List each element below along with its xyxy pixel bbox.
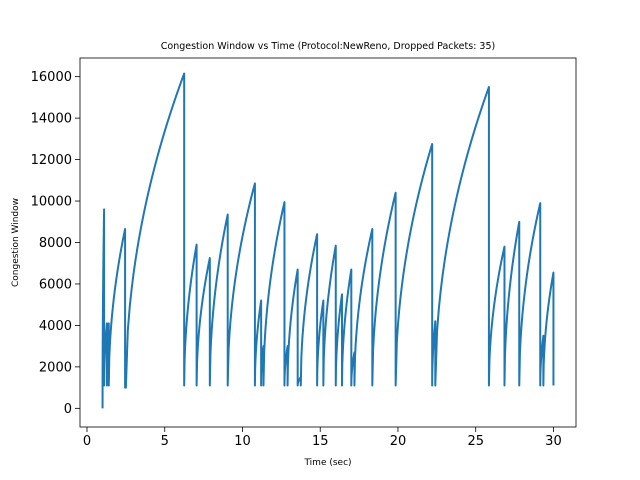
plot-area [79, 57, 577, 428]
plot-frame [79, 57, 577, 428]
x-tick-label: 25 [467, 434, 484, 449]
y-axis-ticks: 0 2000 4000 6000 8000 10000 12000 14000 16000 [31, 70, 80, 417]
y-tick-label: 8000 [39, 236, 72, 251]
x-tick-label: 15 [312, 434, 329, 449]
y-tick-label: 4000 [39, 319, 72, 334]
y-axis-label: Congestion Window [11, 198, 21, 287]
y-tick-label: 12000 [31, 153, 72, 168]
x-tick-label: 30 [545, 434, 562, 449]
x-tick-label: 20 [390, 434, 407, 449]
y-tick-label: 0 [64, 402, 72, 417]
y-tick-label: 14000 [31, 112, 72, 127]
y-tick-label: 6000 [39, 277, 72, 292]
y-tick-label: 10000 [31, 195, 72, 210]
chart-title: Congestion Window vs Time (Protocol:NewR… [161, 41, 495, 52]
y-tick-label: 2000 [39, 360, 72, 375]
x-tick-label: 5 [161, 434, 169, 449]
y-tick-label: 16000 [31, 70, 72, 85]
x-axis-ticks: 0 5 10 15 20 25 30 [83, 427, 562, 449]
x-tick-label: 0 [83, 434, 91, 449]
series-layer [101, 72, 555, 409]
x-tick-label: 10 [234, 434, 251, 449]
congestion-window-line [101, 72, 555, 409]
x-axis-label: Time (sec) [303, 458, 351, 468]
